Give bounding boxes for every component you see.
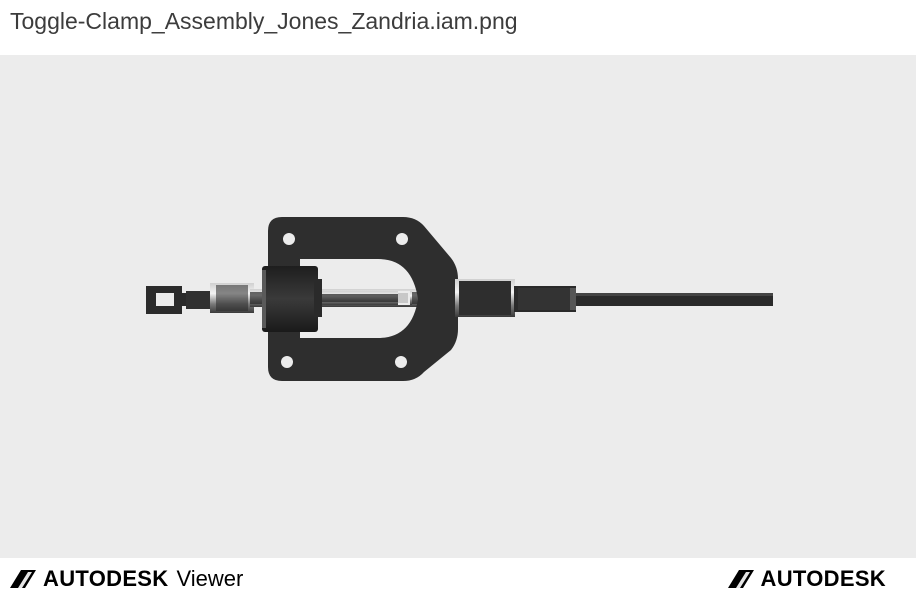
- mount-hole-top-left: [283, 233, 295, 245]
- autodesk-wordmark: AUTODESK: [43, 566, 169, 591]
- autodesk-viewer-brand[interactable]: AUTODESK Viewer: [10, 566, 243, 592]
- mount-hole-top-right: [396, 233, 408, 245]
- autodesk-wordmark: AUTODESK: [760, 566, 886, 591]
- autodesk-logo-icon: [727, 570, 754, 588]
- guide-block: [262, 266, 318, 332]
- base-frame: [268, 217, 458, 381]
- toggle-clamp-model: [146, 217, 773, 381]
- footer: AUTODESK Viewer AUTODESK: [0, 558, 916, 609]
- handle-bar: [576, 293, 773, 306]
- autodesk-brand[interactable]: AUTODESK: [727, 566, 886, 592]
- file-title: Toggle-Clamp_Assembly_Jones_Zandria.iam.…: [10, 8, 518, 34]
- autodesk-logo-icon: [10, 570, 36, 588]
- spindle-fork: [146, 286, 214, 314]
- mount-hole-bottom-right: [395, 356, 407, 368]
- viewer-label: Viewer: [176, 566, 244, 591]
- model-viewport[interactable]: [0, 55, 916, 558]
- title-bar: Toggle-Clamp_Assembly_Jones_Zandria.iam.…: [0, 0, 916, 55]
- mount-hole-bottom-left: [281, 356, 293, 368]
